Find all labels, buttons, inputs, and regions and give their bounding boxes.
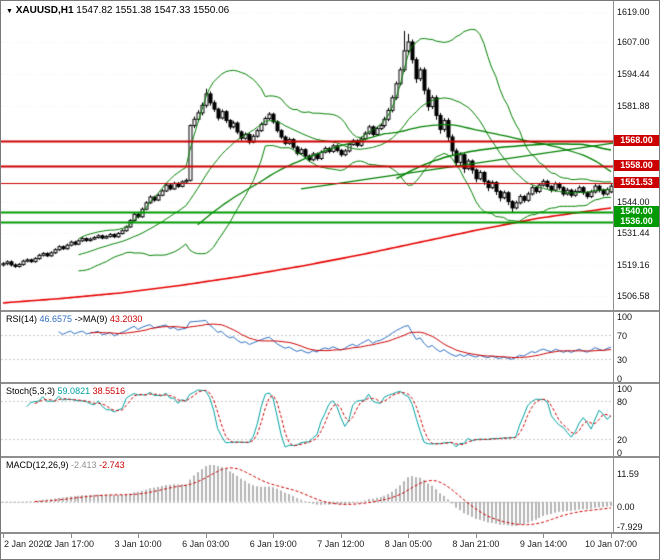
stoch-axis-label: 20 [617, 435, 628, 446]
panel-splitter[interactable] [1, 382, 659, 384]
price-axis-tick: 1619.00 [617, 6, 650, 17]
price-axis-tick: 1506.58 [617, 291, 650, 302]
time-axis-label: 7 Jan 12:00 [317, 539, 365, 549]
rsi-axis-label: 0 [617, 374, 623, 384]
stoch-axis-label: 100 [617, 384, 633, 394]
rsi-value: 46.6575 [39, 314, 73, 324]
rsi-axis-label: 70 [617, 330, 628, 341]
chart-symbol-ohlc-label: ▼ XAUUSD,H1 1547.82 1551.38 1547.33 1550… [6, 5, 229, 16]
time-axis-label: 6 Jan 19:00 [249, 539, 297, 549]
time-axis-label: 8 Jan 21:00 [452, 539, 500, 549]
time-axis-label: 3 Jan 10:00 [114, 539, 162, 549]
time-axis-tick [611, 534, 612, 538]
main-chart-canvas[interactable] [1, 2, 613, 310]
time-axis-label: 9 Jan 14:00 [519, 539, 567, 549]
rsi-axis-label: 100 [617, 312, 633, 322]
macd-name: MACD(12,26,9) [6, 460, 69, 470]
price-scale-separator [613, 1, 614, 533]
time-axis-tick [138, 534, 139, 538]
macd-panel-canvas[interactable] [1, 458, 613, 532]
price-axis-tick: 1594.44 [617, 68, 650, 79]
price-axis-tick: 1607.00 [617, 37, 650, 47]
panel-splitter[interactable] [1, 456, 659, 458]
price-axis-tick: 1544.00 [617, 196, 650, 207]
price-axis-tick: 1531.44 [617, 228, 650, 239]
time-axis-tick [273, 534, 274, 538]
stoch-indicator-label: Stoch(5,3,3) 59.0821 38.5516 [6, 386, 125, 396]
stoch-k-value: 59.0821 [57, 386, 91, 396]
stoch-axis-label: 0 [617, 448, 623, 458]
chart-dropdown-icon[interactable]: ▼ [6, 8, 13, 15]
price-axis-tick: 1519.16 [617, 259, 650, 270]
time-axis-tick [206, 534, 207, 538]
stoch-panel-canvas[interactable] [1, 384, 613, 456]
macd-value: -2.413 [71, 460, 97, 470]
time-axis-tick [71, 534, 72, 538]
time-axis-tick [3, 534, 4, 538]
ohlc-values: 1547.82 1551.38 1547.33 1550.06 [76, 5, 230, 16]
rsi-ma-name: ->MA(9) [74, 314, 108, 324]
time-axis-label: 8 Jan 05:00 [384, 539, 432, 549]
rsi-name: RSI(14) [6, 314, 38, 324]
stoch-d-value: 38.5516 [92, 386, 126, 396]
price-line-label: 1536.00 [614, 215, 659, 227]
macd-axis-label: 0.00 [617, 501, 635, 512]
rsi-ma-value: 43.2030 [109, 314, 143, 324]
macd-indicator-label: MACD(12,26,9) -2.413 -2.743 [6, 460, 125, 470]
price-line-label: 1540.00 [614, 205, 659, 217]
rsi-panel-canvas[interactable] [1, 312, 613, 382]
price-axis-tick: 1581.88 [617, 100, 650, 111]
symbol-timeframe-label: XAUUSD,H1 [15, 5, 74, 16]
rsi-indicator-label: RSI(14) 46.6575 ->MA(9) 43.2030 [6, 314, 142, 324]
time-axis-label: 6 Jan 03:00 [182, 539, 230, 549]
macd-signal-value: -2.743 [99, 460, 125, 470]
macd-axis-label: -7.929 [617, 522, 643, 532]
rsi-axis-label: 30 [617, 355, 628, 366]
stoch-axis-label: 80 [617, 396, 628, 407]
time-axis-tick [543, 534, 544, 538]
time-axis-label: 10 Jan 07:00 [584, 539, 638, 549]
stoch-name: Stoch(5,3,3) [6, 386, 56, 396]
price-line-label: 1558.00 [614, 160, 659, 172]
time-axis-tick [408, 534, 409, 538]
time-axis-tick [341, 534, 342, 538]
time-scale-separator [1, 532, 659, 534]
panel-splitter[interactable] [1, 310, 659, 312]
time-axis-label: 2 Jan 2020 [4, 539, 49, 549]
price-line-label: 1568.00 [614, 134, 659, 146]
time-axis-label: 2 Jan 17:00 [47, 539, 95, 549]
macd-axis-label: 11.59 [617, 468, 639, 479]
price-line-label: 1551.53 [614, 176, 659, 188]
time-axis-tick [476, 534, 477, 538]
